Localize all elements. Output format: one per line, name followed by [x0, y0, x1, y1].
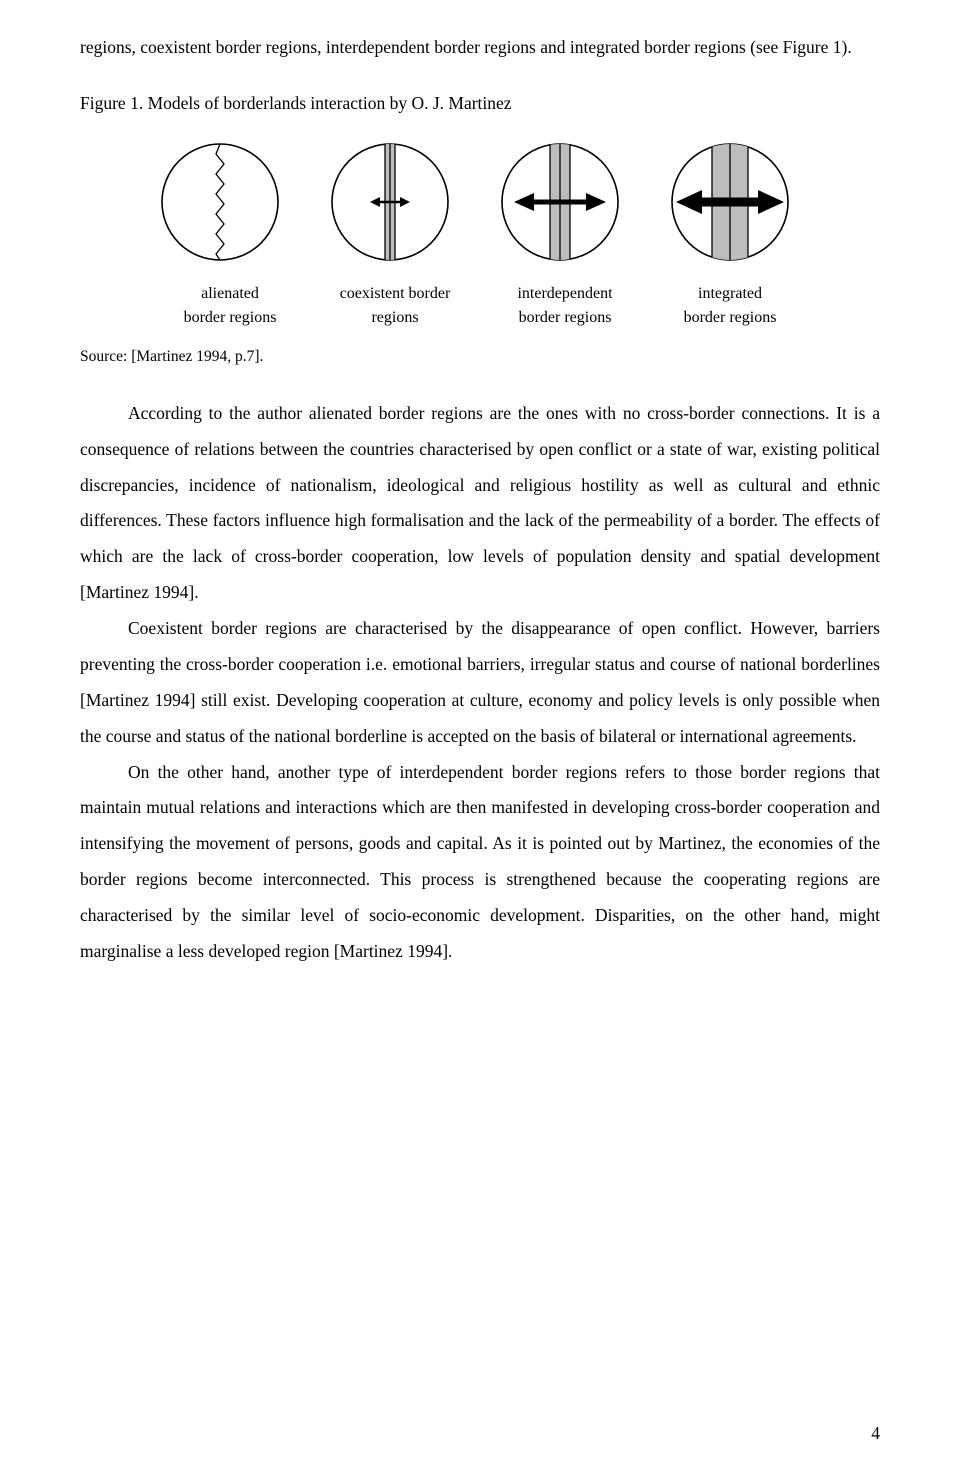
label-interdependent: interdependent border regions — [480, 282, 650, 330]
label-alienated-line1: alienated — [201, 282, 259, 306]
figure-source: Source: [Martinez 1994, p.7]. — [80, 348, 880, 366]
label-coexistent-line2: regions — [371, 306, 418, 330]
label-integrated-line2: border regions — [684, 306, 777, 330]
label-coexistent: coexistent border regions — [310, 282, 480, 330]
label-integrated-line1: integrated — [698, 282, 762, 306]
paragraph-1: According to the author alienated border… — [80, 396, 880, 611]
figure-1-labels: alienated border regions coexistent bord… — [80, 282, 880, 330]
page-number: 4 — [871, 1423, 880, 1444]
paragraph-3: On the other hand, another type of inter… — [80, 755, 880, 970]
label-interdependent-line2: border regions — [519, 306, 612, 330]
label-coexistent-line1: coexistent border — [340, 282, 451, 306]
figure-1-svg — [150, 132, 810, 272]
page: regions, coexistent border regions, inte… — [0, 0, 960, 1464]
circle-integrated — [672, 142, 788, 262]
circle-coexistent — [332, 142, 448, 262]
paragraph-2: Coexistent border regions are characteri… — [80, 611, 880, 755]
intro-paragraph: regions, coexistent border regions, inte… — [80, 30, 880, 66]
label-alienated-line2: border regions — [184, 306, 277, 330]
label-integrated: integrated border regions — [650, 282, 810, 330]
label-interdependent-line1: interdependent — [517, 282, 612, 306]
circle-alienated — [162, 144, 278, 260]
figure-1: alienated border regions coexistent bord… — [80, 132, 880, 330]
figure-caption: Figure 1. Models of borderlands interact… — [80, 86, 880, 122]
label-alienated: alienated border regions — [150, 282, 310, 330]
circle-interdependent — [502, 142, 618, 262]
